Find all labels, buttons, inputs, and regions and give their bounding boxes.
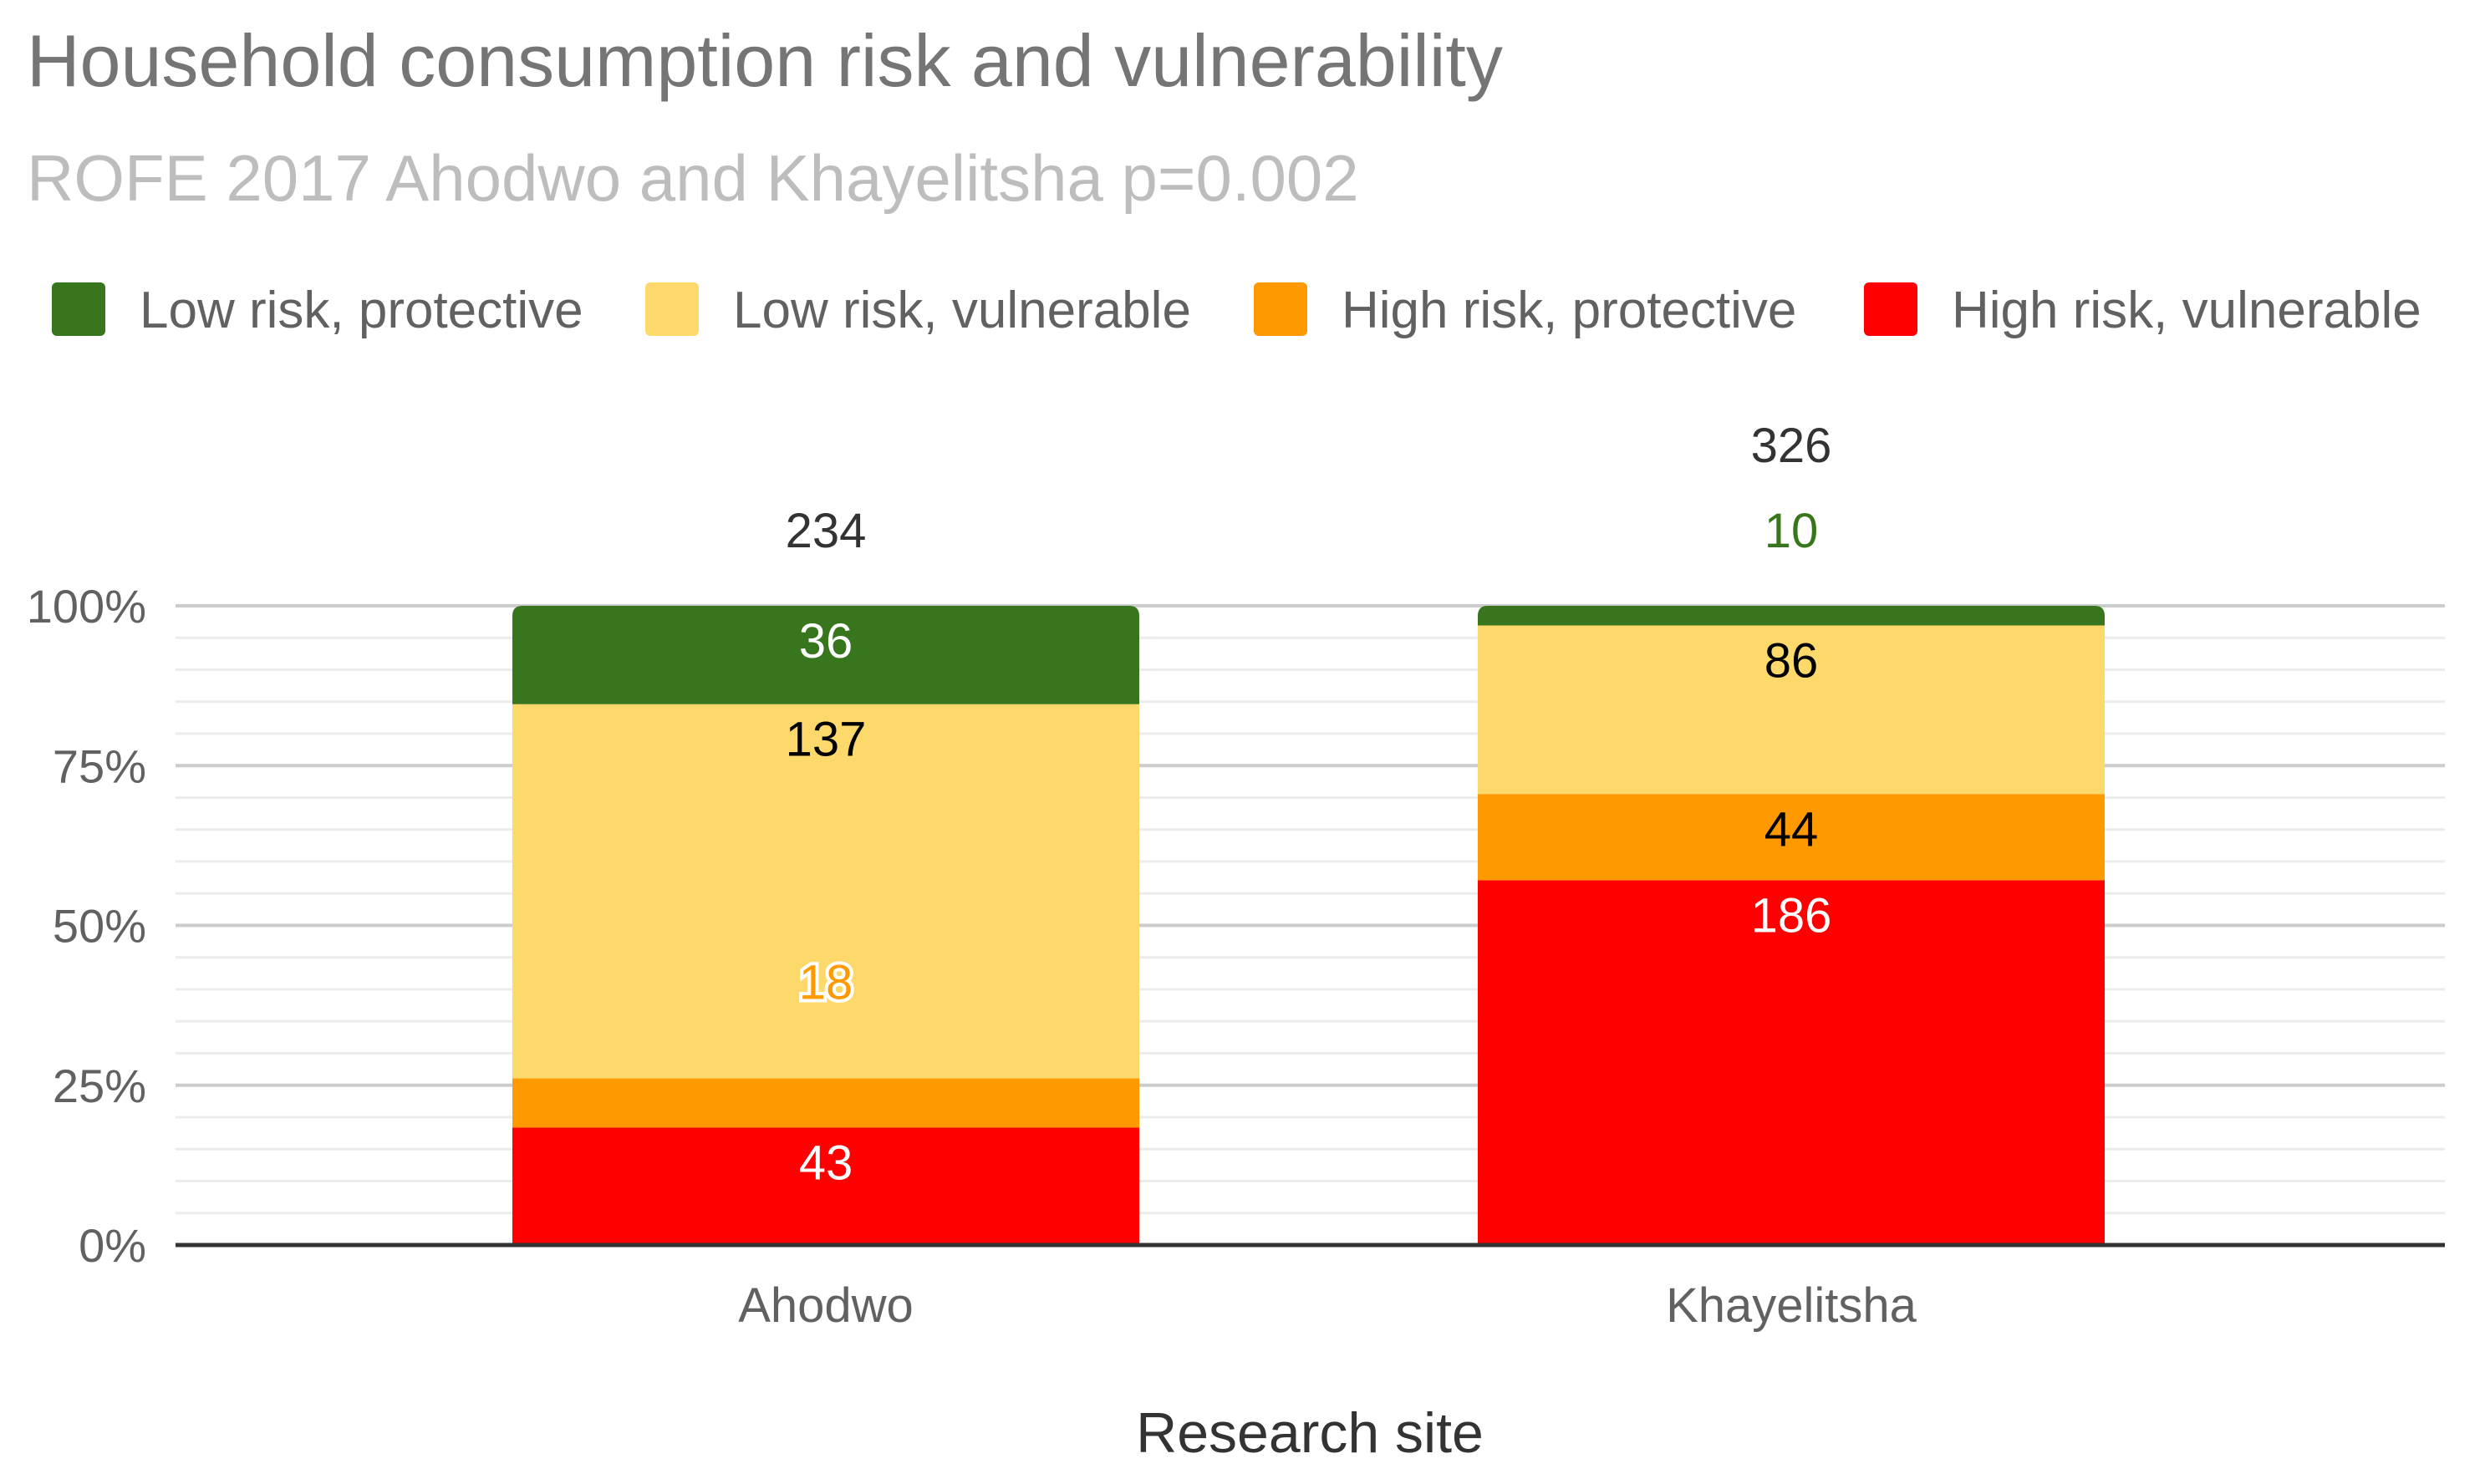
legend-label: High risk, vulnerable: [1952, 282, 2421, 339]
data-label: 43: [799, 1136, 853, 1190]
bar-segment: [1478, 606, 2105, 626]
data-label: 36: [799, 614, 853, 668]
chart-title: Household consumption risk and vulnerabi…: [27, 19, 1503, 102]
y-tick-label: 100%: [27, 580, 146, 633]
data-label: 86: [1764, 633, 1819, 688]
legend-swatch: [52, 282, 105, 336]
x-tick-label: Ahodwo: [738, 1278, 914, 1333]
y-tick-label: 75%: [53, 739, 146, 792]
legend-swatch: [1254, 282, 1307, 336]
y-tick-label: 25%: [53, 1060, 146, 1112]
legend-swatch: [645, 282, 699, 336]
total-label: 234: [786, 504, 867, 558]
data-label: 44: [1764, 802, 1819, 856]
data-label: 10: [1764, 504, 1819, 558]
legend-label: Low risk, vulnerable: [733, 282, 1191, 339]
bar-segment: [512, 1127, 1139, 1245]
bar-segment: [1478, 880, 2105, 1245]
chart-subtitle: ROFE 2017 Ahodwo and Khayelitsha p=0.002: [27, 141, 1359, 215]
data-label: 186: [1751, 889, 1832, 943]
bar-segment: [1478, 625, 2105, 795]
legend-label: Low risk, protective: [140, 282, 583, 339]
y-tick-label: 0%: [79, 1219, 146, 1272]
x-axis-title: Research site: [1136, 1401, 1484, 1465]
bar-segment: [512, 1078, 1139, 1128]
y-tick-label: 50%: [53, 900, 146, 953]
legend-label: High risk, protective: [1342, 282, 1797, 339]
total-label: 326: [1751, 419, 1832, 473]
bar-segment: [512, 704, 1139, 1079]
bar-segment: [1478, 794, 2105, 881]
legend-swatch: [1864, 282, 1917, 336]
bar-segment: [512, 606, 1139, 704]
data-label: 137: [786, 713, 867, 767]
x-tick-label: Khayelitsha: [1666, 1278, 1917, 1333]
data-label: 18: [799, 956, 853, 1010]
